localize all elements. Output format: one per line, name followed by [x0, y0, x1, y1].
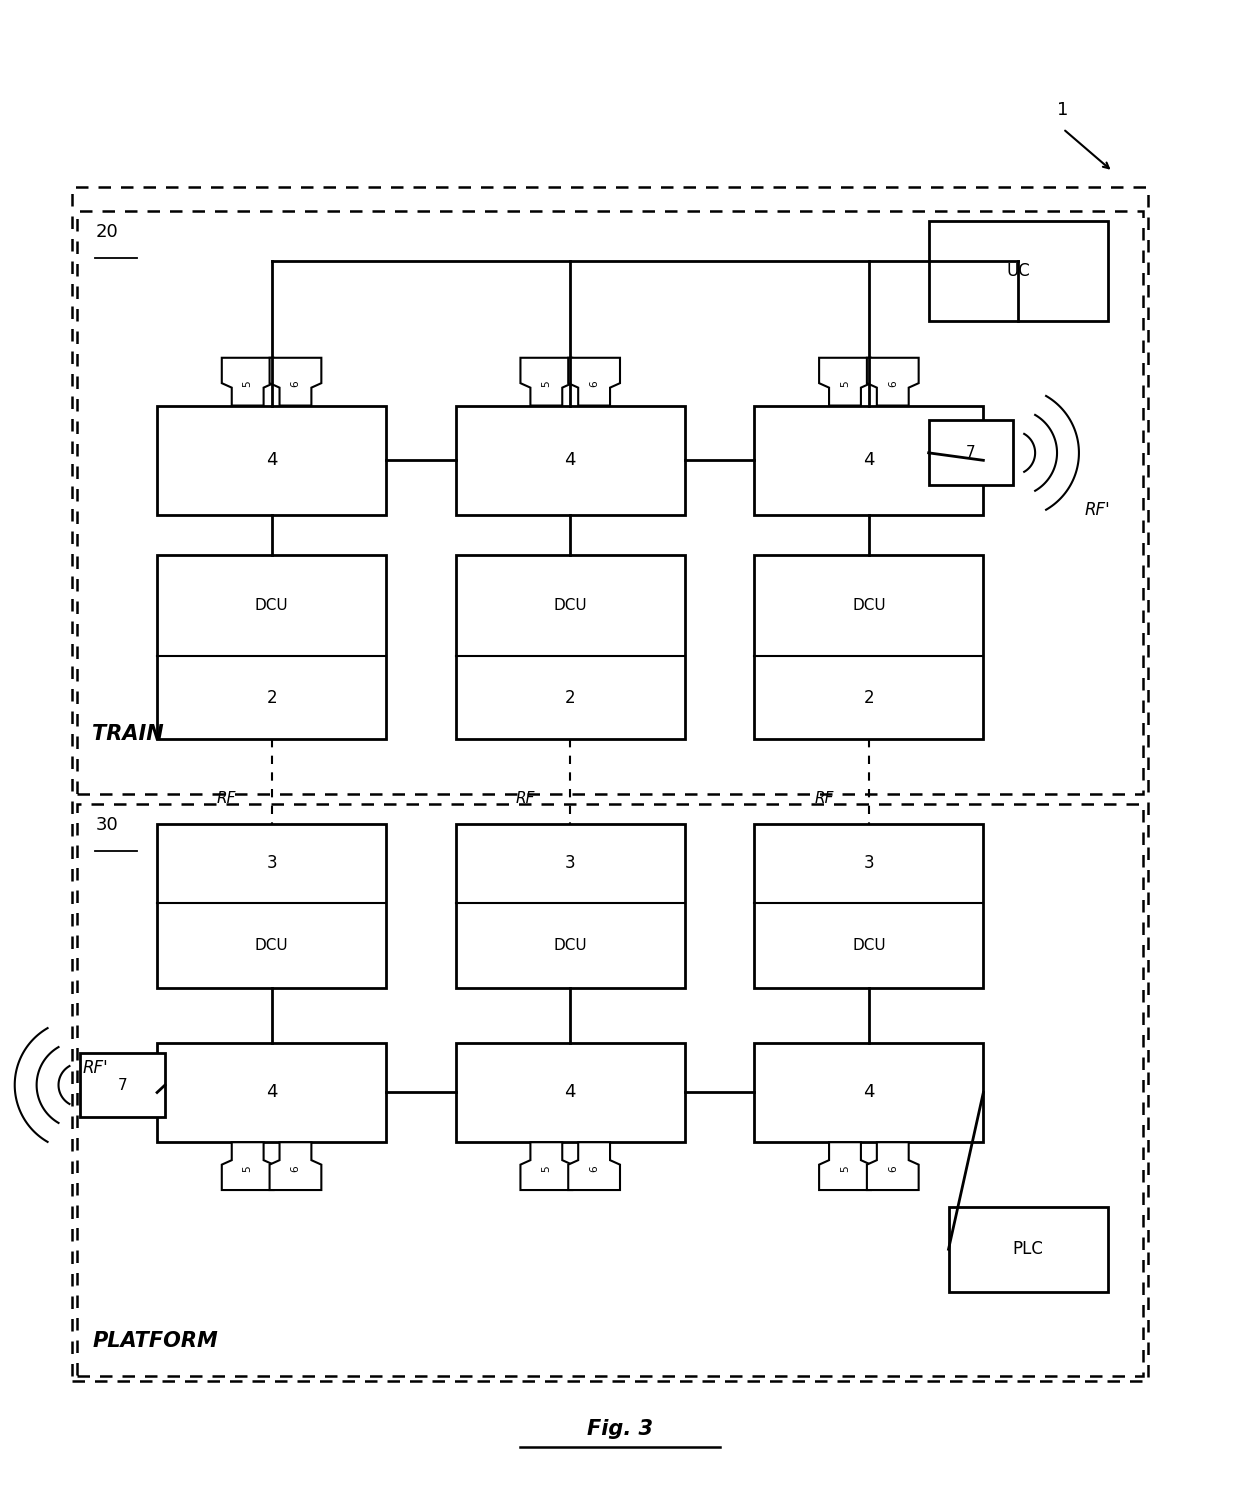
Text: Fig. 3: Fig. 3	[587, 1418, 653, 1439]
Polygon shape	[867, 358, 919, 406]
Bar	[456, 406, 684, 514]
Text: 6: 6	[888, 381, 898, 388]
Text: 4: 4	[863, 1083, 874, 1101]
Text: TRAIN: TRAIN	[92, 723, 164, 744]
Text: 2: 2	[565, 689, 575, 707]
Polygon shape	[820, 358, 870, 406]
Bar	[77, 803, 1142, 1376]
Text: 4: 4	[863, 451, 874, 469]
Bar	[754, 1042, 983, 1142]
Text: 30: 30	[95, 815, 118, 833]
Polygon shape	[568, 1142, 620, 1190]
Text: DCU: DCU	[852, 937, 885, 952]
Text: 5: 5	[839, 381, 849, 388]
Polygon shape	[867, 1142, 919, 1190]
Text: 6: 6	[888, 1166, 898, 1172]
Text: 6: 6	[589, 381, 599, 388]
Polygon shape	[521, 358, 572, 406]
Text: RF': RF'	[1085, 501, 1111, 519]
Bar	[72, 186, 1148, 1381]
Text: 5: 5	[542, 1166, 552, 1172]
Text: 6: 6	[589, 1166, 599, 1172]
Text: 20: 20	[95, 224, 118, 241]
Bar	[157, 406, 386, 514]
Text: 4: 4	[564, 451, 575, 469]
Text: RF: RF	[217, 791, 236, 806]
Text: 7: 7	[966, 445, 976, 460]
Text: PLATFORM: PLATFORM	[92, 1331, 218, 1352]
Bar	[157, 824, 386, 988]
Text: 5: 5	[542, 381, 552, 388]
Bar	[157, 555, 386, 738]
Text: 3: 3	[863, 854, 874, 872]
Text: 4: 4	[265, 1083, 278, 1101]
Bar	[949, 1206, 1107, 1292]
Text: 4: 4	[265, 451, 278, 469]
Text: PLC: PLC	[1013, 1241, 1044, 1259]
Text: DCU: DCU	[553, 937, 587, 952]
Text: DCU: DCU	[254, 937, 289, 952]
Bar	[456, 555, 684, 738]
Polygon shape	[521, 1142, 572, 1190]
Text: 3: 3	[565, 854, 575, 872]
Bar	[157, 1042, 386, 1142]
Polygon shape	[222, 358, 274, 406]
Text: UC: UC	[1007, 262, 1030, 280]
Text: 2: 2	[267, 689, 277, 707]
Text: DCU: DCU	[254, 599, 289, 614]
Bar	[929, 221, 1107, 320]
Bar	[81, 1053, 165, 1117]
Text: RF: RF	[815, 791, 833, 806]
Text: 6: 6	[290, 1166, 300, 1172]
Polygon shape	[820, 1142, 870, 1190]
Text: 5: 5	[839, 1166, 849, 1172]
Text: DCU: DCU	[553, 599, 587, 614]
Polygon shape	[568, 358, 620, 406]
Text: DCU: DCU	[852, 599, 885, 614]
Text: 5: 5	[243, 381, 253, 388]
Text: 5: 5	[243, 1166, 253, 1172]
Bar	[456, 824, 684, 988]
Text: 7: 7	[118, 1077, 128, 1092]
Bar	[754, 824, 983, 988]
Polygon shape	[269, 358, 321, 406]
Text: 3: 3	[267, 854, 277, 872]
Bar	[754, 406, 983, 514]
Text: 1: 1	[1058, 101, 1069, 119]
Bar	[929, 421, 1013, 486]
Bar	[754, 555, 983, 738]
Text: RF': RF'	[82, 1059, 108, 1077]
Text: 4: 4	[564, 1083, 575, 1101]
Bar	[456, 1042, 684, 1142]
Polygon shape	[269, 1142, 321, 1190]
Polygon shape	[222, 1142, 274, 1190]
Text: RF: RF	[516, 791, 534, 806]
Bar	[77, 212, 1142, 794]
Text: 2: 2	[863, 689, 874, 707]
Text: 6: 6	[290, 381, 300, 388]
